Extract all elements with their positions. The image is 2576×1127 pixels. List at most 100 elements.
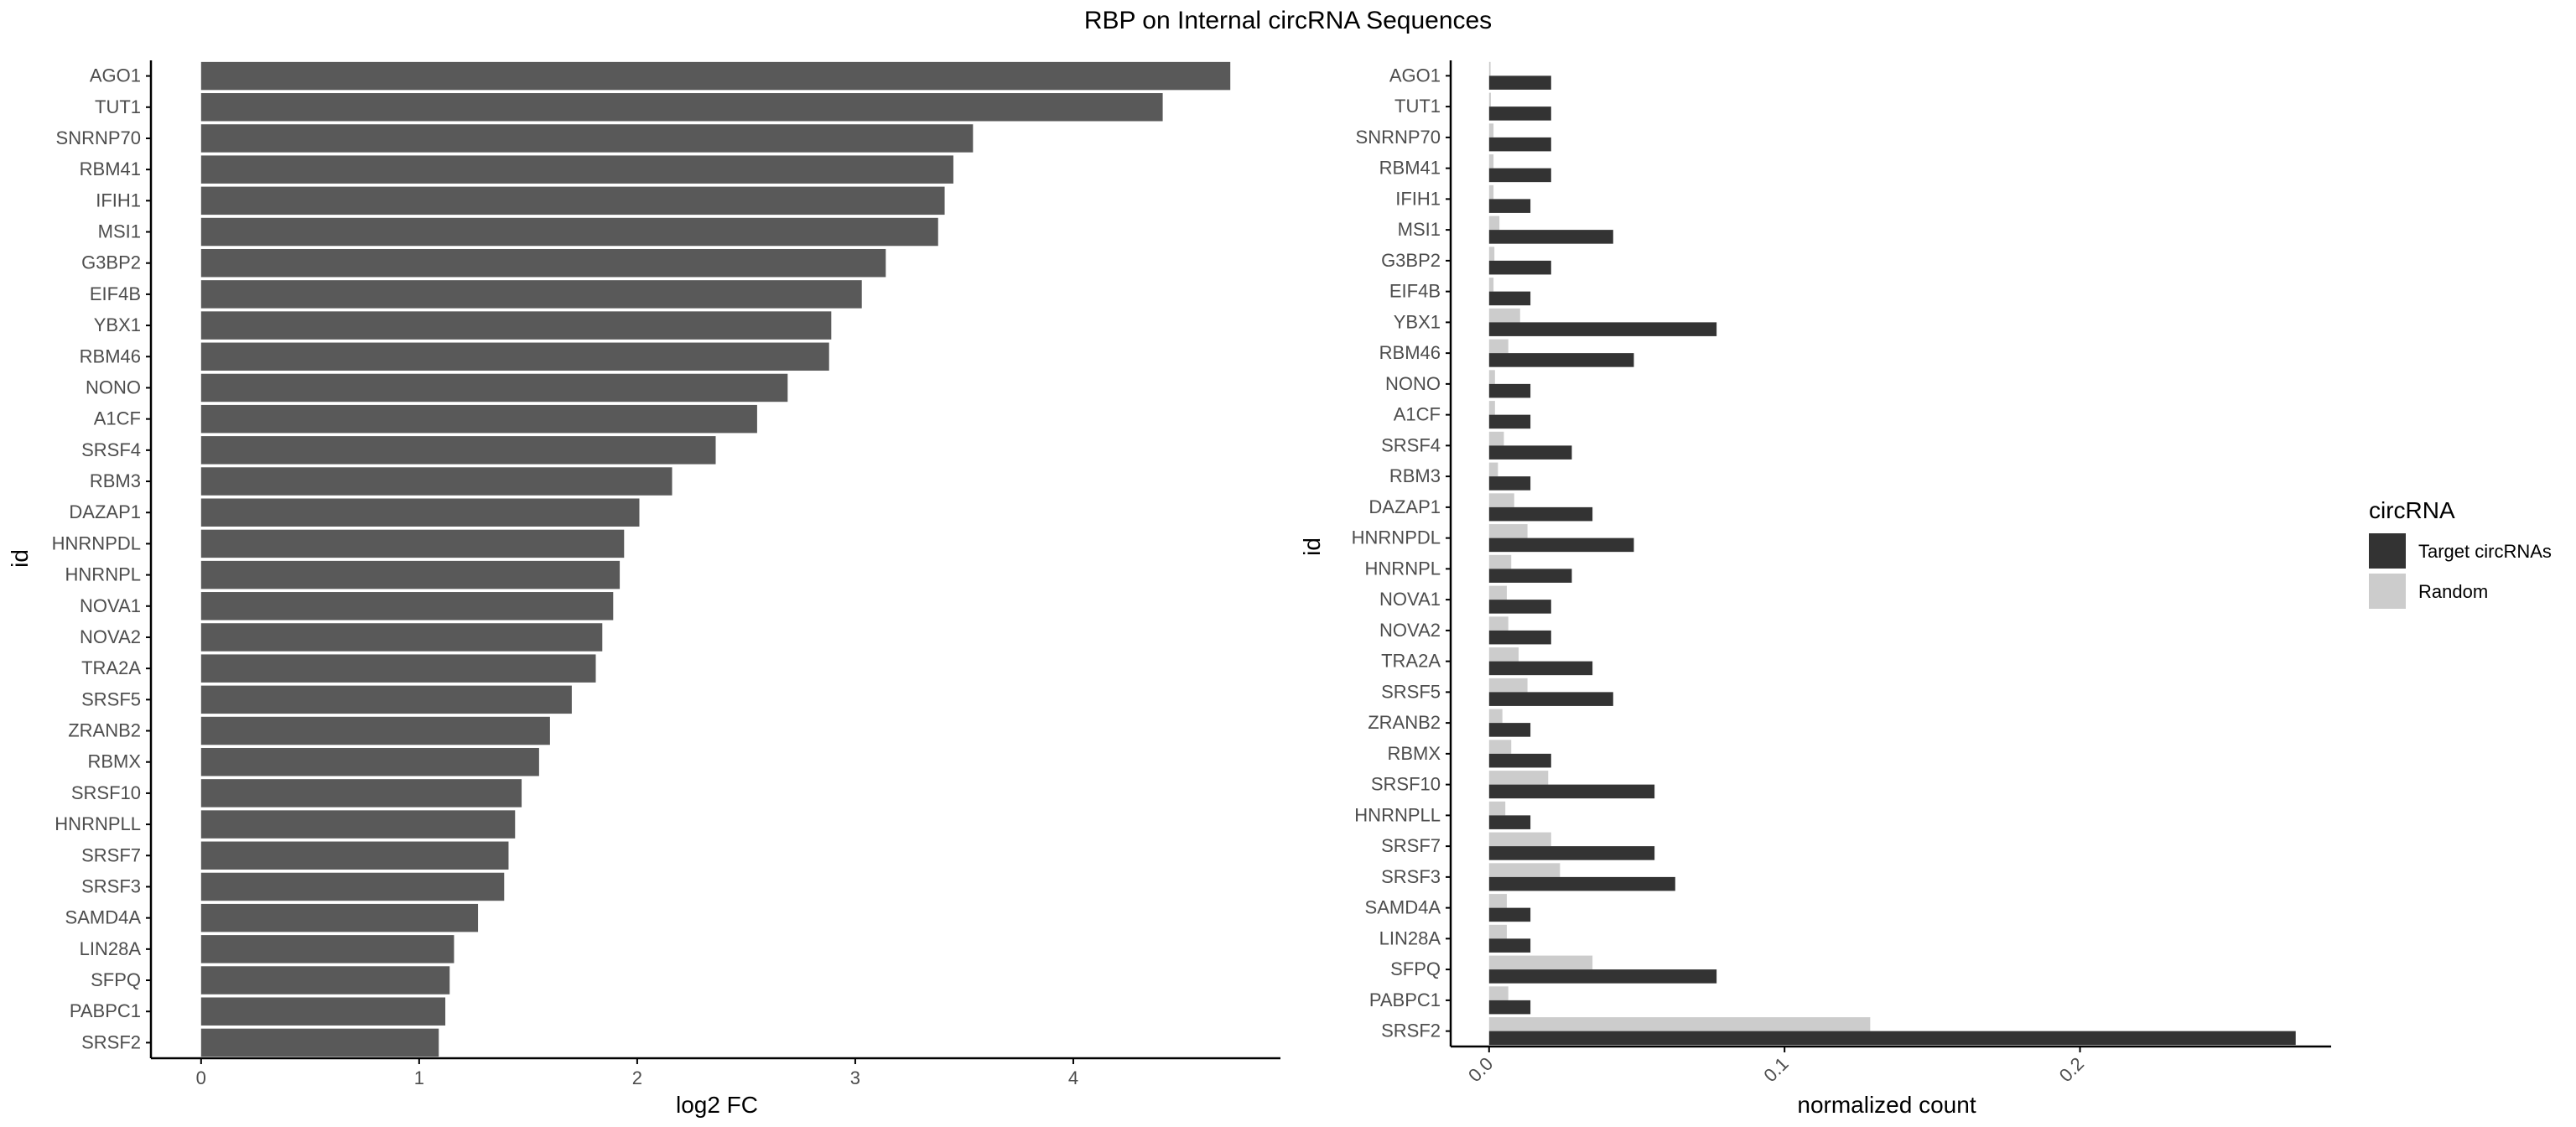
right-bar-random-a1cf <box>1488 401 1495 415</box>
legend: circRNA Target circRNAs Random <box>2369 497 2552 609</box>
right-bar-target-nono <box>1488 383 1531 398</box>
right-bar-target-srsf10 <box>1488 784 1655 799</box>
right-bar-target-rbm46 <box>1488 353 1634 367</box>
left-bar-msi1 <box>200 217 938 247</box>
right-y-tick-label-msi1: MSI1 <box>1398 219 1441 240</box>
left-x-tick-label-0: 0 <box>196 1067 206 1088</box>
right-y-tick-label-zranb2: ZRANB2 <box>1368 712 1441 733</box>
right-bar-random-rbm41 <box>1488 154 1494 169</box>
right-bar-target-tut1 <box>1488 106 1551 121</box>
right-y-tick-label-lin28a: LIN28A <box>1379 927 1441 948</box>
right-bar-target-hnrnpll <box>1488 815 1531 829</box>
left-bar-chart: AGO1 TUT1 SNRNP70 RBM41 IFIH1 MSI1 G3BP2 EIF4B Y… <box>7 60 1280 1118</box>
left-bar-srsf3 <box>200 872 505 901</box>
left-y-tick-label-dazap1: DAZAP1 <box>69 501 141 522</box>
right-y-tick-label-pabpc1: PABPC1 <box>1369 989 1441 1010</box>
right-y-tick-label-rbm41: RBM41 <box>1379 158 1441 179</box>
right-bar-random-snrnp70 <box>1488 123 1494 138</box>
left-y-axis-title: id <box>7 549 33 568</box>
left-bar-sfpq <box>200 966 450 995</box>
left-y-tick-label-srsf7: SRSF7 <box>81 844 141 865</box>
left-x-tick-label-2: 2 <box>632 1067 642 1088</box>
left-bar-ybx1 <box>200 311 832 340</box>
right-y-tick-label-ago1: AGO1 <box>1389 65 1441 86</box>
right-y-tick-label-sfpq: SFPQ <box>1390 958 1441 979</box>
right-bar-target-rbmx <box>1488 753 1551 768</box>
left-y-tick-label-srsf4: SRSF4 <box>81 439 141 460</box>
left-y-tick-label-nova1: NOVA1 <box>80 595 141 616</box>
right-bar-target-srsf4 <box>1488 445 1572 460</box>
left-y-tick-label-hnrnpdl: HNRNPDL <box>52 532 141 553</box>
left-y-tick-label-pabpc1: PABPC1 <box>70 1000 141 1021</box>
right-bar-target-sfpq <box>1488 969 1717 984</box>
left-y-tick-label-snrnp70: SNRNP70 <box>56 127 141 148</box>
right-y-axis-title: id <box>1299 538 1325 556</box>
right-bar-target-zranb2 <box>1488 723 1531 737</box>
left-y-tick-label-tra2a: TRA2A <box>81 657 141 678</box>
left-x-axis-title: log2 FC <box>676 1092 758 1118</box>
left-axes-group: AGO1 TUT1 SNRNP70 RBM41 IFIH1 MSI1 G3BP2 EIF4B Y… <box>52 60 1280 1088</box>
right-bar-random-sfpq <box>1488 955 1593 970</box>
right-y-tick-label-samd4a: SAMD4A <box>1365 897 1441 918</box>
right-y-tick-label-a1cf: A1CF <box>1394 404 1441 425</box>
right-bar-random-ago1 <box>1488 61 1491 76</box>
left-bar-rbm41 <box>200 155 953 184</box>
left-y-tick-label-eif4b: EIF4B <box>90 283 141 304</box>
right-y-tick-label-nono: NONO <box>1385 373 1441 394</box>
right-bar-random-lin28a <box>1488 924 1507 939</box>
right-y-tick-label-rbmx: RBMX <box>1387 743 1441 764</box>
right-x-tick-label-0-2: 0.2 <box>2055 1053 2088 1086</box>
left-y-tick-label-nova2: NOVA2 <box>80 626 141 647</box>
right-y-tick-label-eif4b: EIF4B <box>1389 281 1441 302</box>
right-y-tick-label-srsf7: SRSF7 <box>1381 835 1441 856</box>
left-bar-a1cf <box>200 404 757 434</box>
right-bar-target-samd4a <box>1488 907 1531 922</box>
chart-title: RBP on Internal circRNA Sequences <box>1084 7 1492 34</box>
left-y-tick-label-hnrnpl: HNRNPL <box>65 564 141 585</box>
right-y-tick-label-g3bp2: G3BP2 <box>1381 250 1441 271</box>
legend-key-random <box>2369 574 2406 609</box>
right-bar-target-a1cf <box>1488 414 1531 429</box>
right-bar-chart: AGO1 TUT1 SNRNP70 RBM41 IFIH1 MSI1 G3BP2 EIF4B Y… <box>1299 60 2331 1118</box>
right-bar-target-hnrnpdl <box>1488 538 1634 553</box>
left-y-tick-label-srsf3: SRSF3 <box>81 875 141 896</box>
left-y-tick-label-nono: NONO <box>86 377 141 397</box>
legend-label-random: Random <box>2418 581 2488 602</box>
right-bar-random-nova1 <box>1488 585 1507 600</box>
right-bar-random-hnrnpl <box>1488 554 1512 569</box>
right-bar-target-nova1 <box>1488 600 1551 614</box>
right-y-tick-label-tra2a: TRA2A <box>1381 651 1441 672</box>
right-bar-random-ybx1 <box>1488 308 1520 323</box>
right-y-tick-label-srsf5: SRSF5 <box>1381 681 1441 702</box>
left-bar-srsf7 <box>200 841 509 870</box>
left-y-tick-label-msi1: MSI1 <box>98 221 141 242</box>
left-bar-srsf10 <box>200 779 522 808</box>
left-bar-nova1 <box>200 592 614 621</box>
right-bar-target-dazap1 <box>1488 506 1593 522</box>
right-bar-random-tut1 <box>1488 92 1491 107</box>
left-bar-ago1 <box>200 61 1231 91</box>
left-bar-tra2a <box>200 654 596 683</box>
right-bar-target-snrnp70 <box>1488 137 1551 152</box>
right-bar-target-g3bp2 <box>1488 260 1551 275</box>
right-bar-random-hnrnpdl <box>1488 524 1528 538</box>
right-y-tick-label-tut1: TUT1 <box>1394 96 1441 117</box>
right-y-tick-label-srsf4: SRSF4 <box>1381 434 1441 455</box>
right-y-tick-label-rbm46: RBM46 <box>1379 342 1441 363</box>
right-y-tick-label-srsf3: SRSF3 <box>1381 866 1441 887</box>
left-bars-group <box>200 61 1231 1057</box>
right-y-tick-label-rbm3: RBM3 <box>1389 465 1441 486</box>
right-bar-target-ybx1 <box>1488 322 1717 336</box>
left-bar-lin28a <box>200 935 454 963</box>
right-bar-random-eif4b <box>1488 278 1494 292</box>
right-bar-random-srsf2 <box>1488 1017 1871 1031</box>
left-bar-zranb2 <box>200 716 550 745</box>
right-x-tick-label-0-1: 0.1 <box>1759 1053 1792 1086</box>
right-y-tick-label-srsf10: SRSF10 <box>1371 774 1441 795</box>
right-bar-random-nono <box>1488 370 1495 384</box>
right-bar-random-dazap1 <box>1488 493 1514 507</box>
right-bar-random-zranb2 <box>1488 709 1503 724</box>
right-bars-group <box>1488 61 2296 1046</box>
left-bar-tut1 <box>200 93 1163 122</box>
right-bar-target-srsf5 <box>1488 692 1613 706</box>
